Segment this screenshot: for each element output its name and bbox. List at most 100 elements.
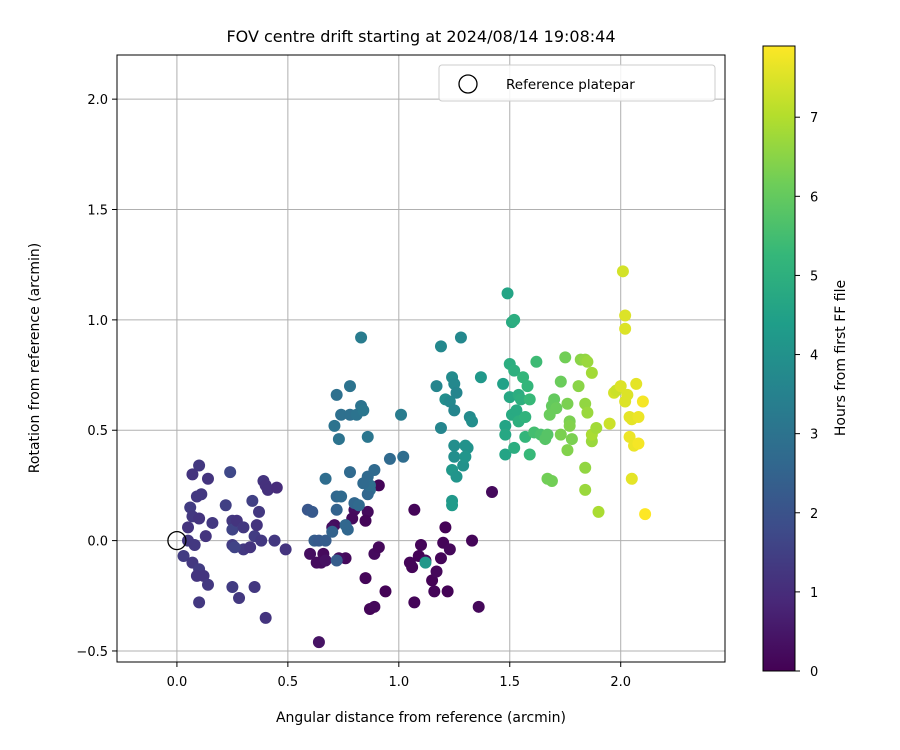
data-point bbox=[508, 441, 521, 454]
data-point bbox=[621, 388, 634, 401]
y-tick-label: 0.5 bbox=[87, 424, 108, 439]
y-tick-label: 2.0 bbox=[87, 93, 108, 108]
data-point bbox=[339, 519, 352, 532]
data-point bbox=[197, 569, 210, 582]
data-point bbox=[193, 512, 206, 525]
data-point bbox=[579, 483, 592, 496]
data-point bbox=[439, 521, 452, 534]
legend-label-reference: Reference platepar bbox=[506, 77, 635, 93]
data-point bbox=[501, 287, 514, 300]
y-tick-label: −0.5 bbox=[76, 645, 108, 660]
data-point bbox=[443, 543, 456, 556]
data-point bbox=[625, 472, 638, 485]
data-point bbox=[499, 448, 512, 461]
data-point bbox=[592, 505, 605, 518]
x-tick-label: 1.5 bbox=[499, 675, 520, 690]
x-tick-label: 0.5 bbox=[278, 675, 299, 690]
data-point bbox=[521, 380, 534, 393]
x-tick-label: 2.0 bbox=[610, 675, 631, 690]
data-point bbox=[304, 547, 317, 560]
data-point bbox=[357, 477, 370, 490]
data-point bbox=[523, 393, 536, 406]
data-point bbox=[268, 534, 281, 547]
data-point bbox=[372, 479, 385, 492]
data-point bbox=[499, 428, 512, 441]
plot-frame bbox=[116, 54, 726, 663]
data-point bbox=[219, 499, 232, 512]
data-point bbox=[614, 380, 627, 393]
data-point bbox=[270, 481, 283, 494]
colorbar-tick-label: 7 bbox=[810, 111, 818, 126]
data-point bbox=[508, 364, 521, 377]
colorbar-tick-label: 6 bbox=[810, 190, 818, 205]
y-tick-label: 0.0 bbox=[87, 535, 108, 550]
legend-box bbox=[438, 64, 716, 102]
data-point bbox=[343, 380, 356, 393]
y-tick-label: 1.5 bbox=[87, 204, 108, 219]
data-point bbox=[406, 561, 419, 574]
data-point bbox=[259, 611, 272, 624]
data-point bbox=[244, 541, 257, 554]
data-point bbox=[193, 596, 206, 609]
data-point bbox=[372, 541, 385, 554]
data-point bbox=[448, 439, 461, 452]
data-point bbox=[332, 433, 345, 446]
data-point bbox=[474, 371, 487, 384]
x-tick-label: 0.0 bbox=[167, 675, 188, 690]
data-point bbox=[545, 475, 558, 488]
legend: Reference platepar bbox=[438, 64, 716, 102]
data-point bbox=[636, 395, 649, 408]
data-point bbox=[312, 636, 325, 649]
data-point bbox=[616, 265, 629, 278]
axis-ticks: 0.0 0.5 1.0 1.5 2.0 −0.5 0.0 0.5 1.0 1.5 2.0 bbox=[76, 93, 631, 690]
data-point bbox=[355, 331, 368, 344]
data-point bbox=[330, 388, 343, 401]
data-point bbox=[201, 472, 214, 485]
data-point bbox=[419, 556, 432, 569]
data-point bbox=[228, 541, 241, 554]
data-point bbox=[585, 366, 598, 379]
data-point bbox=[448, 450, 461, 463]
data-point bbox=[623, 430, 636, 443]
data-point bbox=[514, 393, 527, 406]
data-point bbox=[572, 380, 585, 393]
data-point bbox=[519, 410, 532, 423]
data-point bbox=[193, 459, 206, 472]
data-point bbox=[408, 596, 421, 609]
data-point bbox=[253, 505, 266, 518]
data-point bbox=[603, 417, 616, 430]
data-point bbox=[177, 550, 190, 563]
data-point bbox=[415, 539, 427, 552]
data-point bbox=[233, 591, 246, 604]
data-point bbox=[530, 355, 543, 368]
data-point bbox=[199, 530, 212, 543]
data-point bbox=[226, 523, 239, 536]
data-point bbox=[499, 419, 512, 432]
data-point bbox=[186, 468, 199, 481]
data-point bbox=[446, 499, 459, 512]
data-point bbox=[326, 525, 339, 538]
data-point bbox=[519, 430, 532, 443]
colorbar-tick-label: 5 bbox=[810, 269, 818, 284]
data-point bbox=[395, 408, 408, 421]
data-point bbox=[306, 505, 319, 518]
data-point bbox=[550, 402, 563, 415]
data-point bbox=[359, 514, 372, 527]
data-point bbox=[182, 521, 195, 534]
data-point bbox=[561, 397, 574, 410]
colorbar-ticks: 0 1 2 3 4 5 6 7 bbox=[795, 111, 818, 680]
data-point bbox=[428, 585, 441, 598]
data-point bbox=[510, 404, 523, 417]
data-point bbox=[201, 578, 214, 591]
data-point bbox=[330, 503, 343, 516]
data-point bbox=[619, 309, 632, 322]
data-point bbox=[319, 472, 332, 485]
data-point bbox=[397, 450, 410, 463]
data-point bbox=[379, 585, 392, 598]
data-point bbox=[430, 380, 443, 393]
colorbar-frame bbox=[762, 45, 796, 672]
data-point bbox=[563, 419, 576, 432]
data-point bbox=[319, 554, 332, 567]
data-point bbox=[328, 419, 341, 432]
data-point bbox=[508, 313, 521, 326]
